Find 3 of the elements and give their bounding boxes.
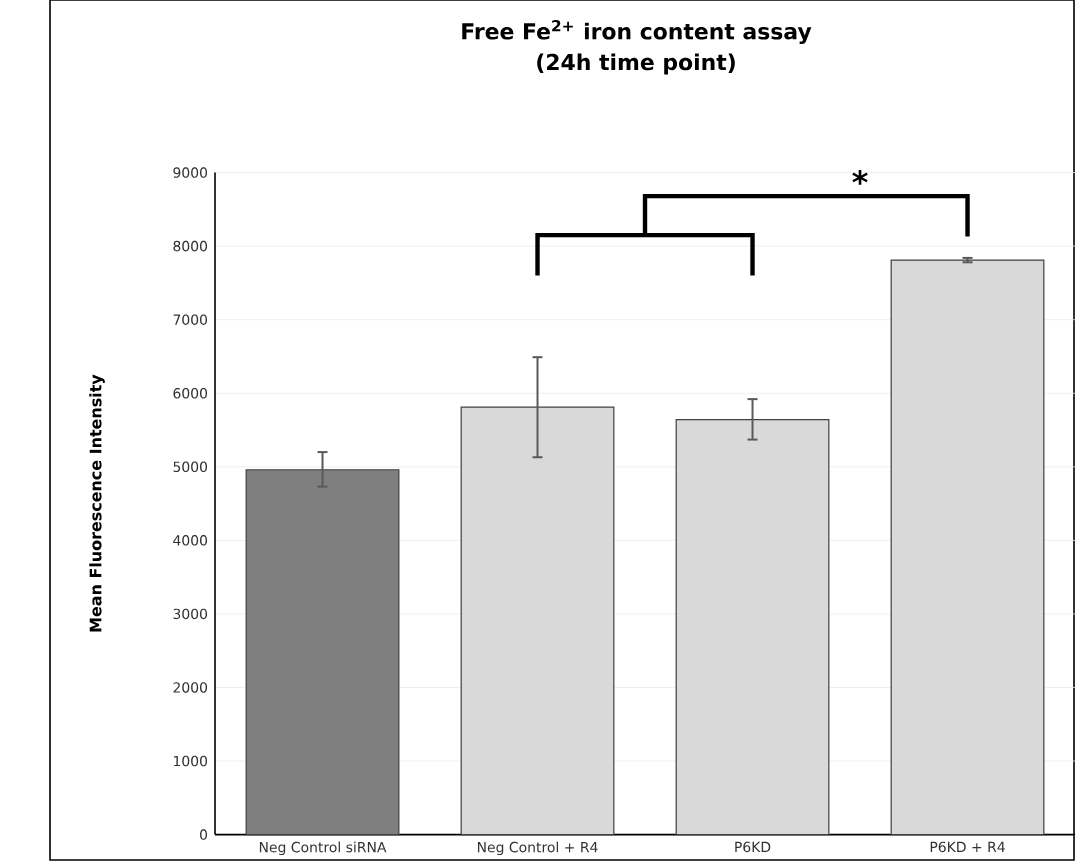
annotation: *	[852, 170, 868, 185]
chart-subtitle: (24h time point)	[537, 53, 735, 75]
chart-title: Free Fe$^{2+}$ iron content assay	[462, 19, 812, 44]
